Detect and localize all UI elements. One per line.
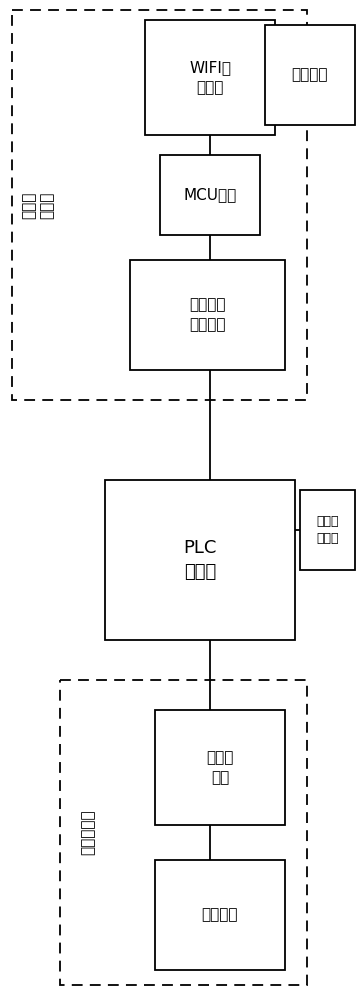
Text: MCU芯片: MCU芯片	[183, 188, 237, 202]
Bar	[300, 490, 355, 570]
Bar	[145, 20, 275, 135]
Text: 热电阻
模块: 热电阻 模块	[206, 750, 234, 785]
Bar	[60, 680, 307, 985]
Bar	[160, 155, 260, 235]
Text: 温度传感器: 温度传感器	[81, 809, 96, 855]
Text: 功率调
节模块: 功率调 节模块	[316, 515, 339, 545]
Bar	[12, 10, 307, 400]
Text: 无线通
信模块: 无线通 信模块	[22, 191, 54, 219]
Text: WIFI通
信模组: WIFI通 信模组	[189, 60, 231, 95]
Text: 处理终端: 处理终端	[292, 68, 328, 83]
Bar	[130, 260, 285, 370]
Bar	[155, 710, 285, 825]
Bar	[265, 25, 355, 125]
Bar	[105, 480, 295, 640]
Bar	[155, 860, 285, 970]
Text: 串口协议
转换单元: 串口协议 转换单元	[189, 298, 226, 332]
Text: PLC
控制器: PLC 控制器	[183, 539, 217, 581]
Text: 温变电阻: 温变电阻	[202, 908, 238, 922]
